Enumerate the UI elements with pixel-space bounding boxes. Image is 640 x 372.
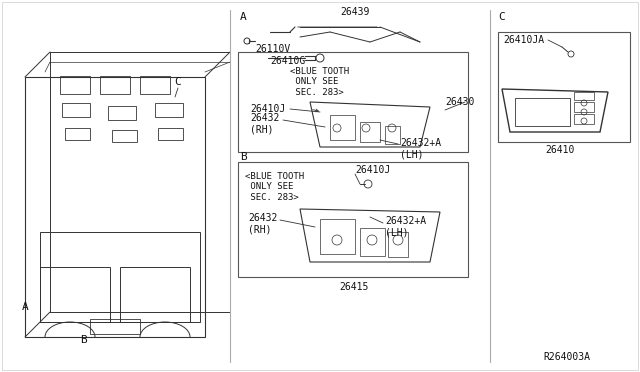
Bar — [360, 122, 380, 142]
Bar — [100, 76, 130, 94]
Text: C: C — [175, 77, 181, 87]
Text: 26432
(RH): 26432 (RH) — [250, 113, 280, 135]
Bar — [330, 115, 355, 140]
Bar — [574, 102, 594, 112]
Text: 26415: 26415 — [339, 282, 369, 292]
Text: <BLUE TOOTH
 ONLY SEE
 SEC. 283>: <BLUE TOOTH ONLY SEE SEC. 283> — [290, 67, 349, 97]
Bar — [385, 126, 400, 144]
Text: <BLUE TOOTH
 ONLY SEE
 SEC. 283>: <BLUE TOOTH ONLY SEE SEC. 283> — [245, 172, 304, 202]
Text: 26430: 26430 — [445, 97, 475, 107]
Text: C: C — [498, 12, 505, 22]
Text: A: A — [22, 302, 29, 312]
Bar — [158, 128, 183, 140]
Bar — [120, 267, 190, 322]
Bar — [238, 52, 468, 152]
Bar — [515, 98, 570, 126]
Text: 26410J: 26410J — [250, 104, 285, 114]
Text: 26410J: 26410J — [355, 165, 390, 175]
Bar — [108, 106, 136, 120]
Bar — [388, 232, 408, 257]
Bar — [320, 219, 355, 254]
Text: 26110V: 26110V — [255, 44, 291, 54]
Bar — [574, 92, 594, 100]
Bar — [65, 128, 90, 140]
Bar — [62, 103, 90, 117]
Text: B: B — [240, 152, 247, 162]
Bar — [238, 162, 468, 277]
Text: A: A — [240, 12, 247, 22]
Text: 26439: 26439 — [340, 7, 370, 17]
Text: B: B — [80, 335, 87, 345]
Bar — [574, 114, 594, 124]
Text: 26432
(RH): 26432 (RH) — [248, 213, 277, 235]
Bar — [155, 103, 183, 117]
Bar — [360, 228, 385, 256]
Text: 26432+A
(LH): 26432+A (LH) — [400, 138, 441, 160]
Bar — [498, 32, 630, 142]
Bar — [90, 319, 140, 334]
Bar — [140, 76, 170, 94]
Bar — [40, 267, 110, 322]
Bar — [60, 76, 90, 94]
Text: 26410: 26410 — [545, 145, 575, 155]
Bar — [112, 130, 137, 142]
Text: 26410JA: 26410JA — [503, 35, 544, 45]
Text: 26410G: 26410G — [270, 56, 305, 66]
Text: R264003A: R264003A — [543, 352, 590, 362]
Text: 26432+A
(LH): 26432+A (LH) — [385, 216, 426, 238]
